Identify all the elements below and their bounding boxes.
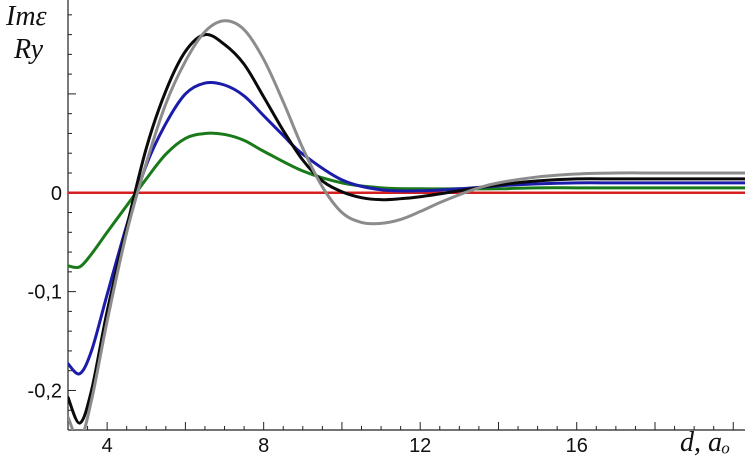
- y-tick-label: -0,2: [28, 380, 62, 402]
- y-axis-title-line1: Imε: [5, 1, 47, 32]
- series-line-1: [68, 131, 745, 270]
- series-line-3: [68, 32, 745, 425]
- axis-titles: Imε Ry d, aₒ: [5, 1, 730, 458]
- series-line-4: [68, 19, 745, 430]
- x-tick-label: 12: [409, 435, 431, 457]
- series-layer: [68, 19, 745, 430]
- x-axis-title: d, aₒ: [680, 427, 730, 458]
- axes: [67, 0, 745, 431]
- x-tick-label: 8: [258, 435, 269, 457]
- x-tick-label: 4: [102, 435, 113, 457]
- series-line-2: [68, 80, 745, 376]
- y-tick-label: -0,1: [28, 282, 62, 304]
- y-tick-label: 0: [51, 183, 62, 205]
- ticks: 0 -0,1 -0,2 4 8 12 16: [28, 14, 734, 457]
- y-axis-title-line2: Ry: [13, 34, 44, 65]
- x-tick-label: 16: [566, 435, 588, 457]
